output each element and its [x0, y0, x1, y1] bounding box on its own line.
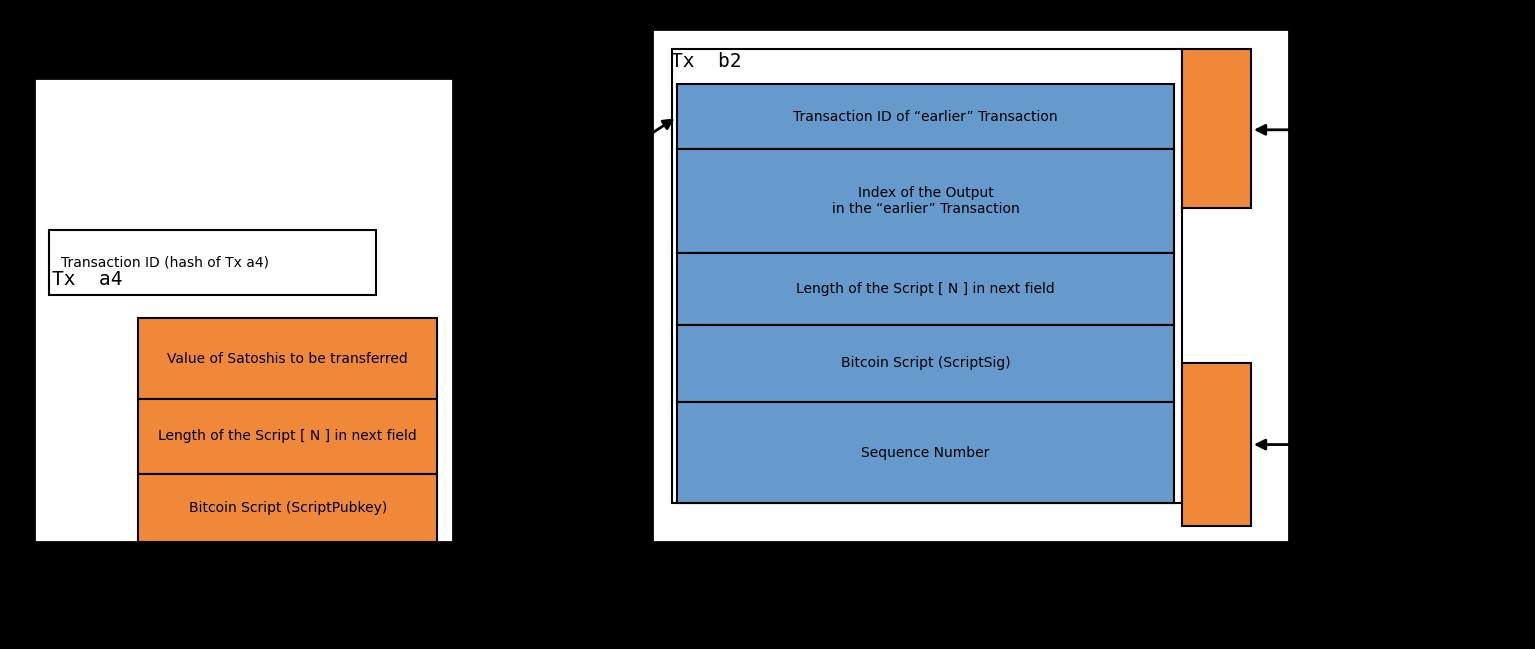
Text: Transaction ID (hash of Tx a4): Transaction ID (hash of Tx a4): [61, 256, 270, 270]
Bar: [49, 230, 376, 295]
Text: Length of the Script [ N ] in next field: Length of the Script [ N ] in next field: [797, 282, 1055, 296]
Text: Tx  b2: Tx b2: [671, 52, 741, 71]
Text: Bitcoin Script (ScriptPubkey): Bitcoin Script (ScriptPubkey): [189, 501, 387, 515]
Bar: [1182, 363, 1251, 526]
Bar: [677, 402, 1174, 503]
Text: Index of the Output
in the “earlier” Transaction: Index of the Output in the “earlier” Tra…: [832, 186, 1019, 216]
Bar: [677, 84, 1174, 149]
Bar: [138, 474, 437, 542]
Bar: [677, 149, 1174, 253]
Bar: [138, 318, 437, 399]
Bar: [1182, 49, 1251, 208]
Bar: [677, 324, 1174, 402]
Bar: [138, 399, 437, 474]
Text: Transaction ID of “earlier” Transaction: Transaction ID of “earlier” Transaction: [794, 110, 1058, 124]
Text: Length of the Script [ N ] in next field: Length of the Script [ N ] in next field: [158, 430, 418, 443]
Bar: [672, 49, 1182, 503]
Bar: [34, 78, 453, 542]
Text: Bitcoin Script (ScriptSig): Bitcoin Script (ScriptSig): [841, 356, 1010, 371]
Bar: [677, 253, 1174, 324]
Text: Value of Satoshis to be transferred: Value of Satoshis to be transferred: [167, 352, 408, 365]
Text: Sequence Number: Sequence Number: [861, 446, 990, 459]
Bar: [652, 29, 1289, 542]
Text: Tx  a4: Tx a4: [52, 270, 123, 289]
